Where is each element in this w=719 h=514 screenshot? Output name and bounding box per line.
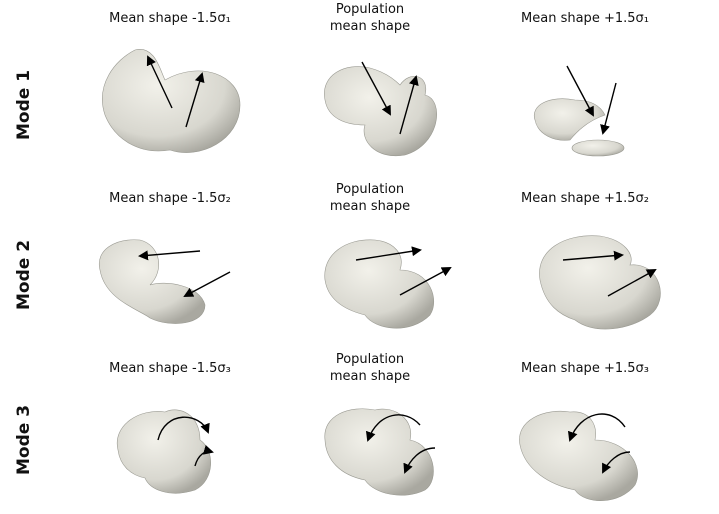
arrow bbox=[600, 82, 617, 135]
row-label: Mode 3 bbox=[14, 405, 34, 475]
shapes bbox=[98, 49, 661, 501]
column-header: mean shape bbox=[330, 369, 410, 384]
column-header: Mean shape +1.5σ₁ bbox=[521, 11, 649, 26]
arrow bbox=[602, 451, 631, 474]
shape bbox=[116, 409, 211, 494]
row-label: Mode 2 bbox=[14, 240, 34, 310]
arrow bbox=[361, 61, 391, 116]
column-header: mean shape bbox=[330, 19, 410, 34]
column-header: Population bbox=[336, 352, 404, 367]
column-header: mean shape bbox=[330, 199, 410, 214]
arrow bbox=[183, 271, 231, 297]
arrow bbox=[403, 447, 436, 474]
column-header: Mean shape -1.5σ₁ bbox=[109, 11, 231, 26]
shape bbox=[519, 410, 638, 501]
column-header: Mean shape -1.5σ₂ bbox=[109, 191, 231, 206]
shape bbox=[539, 235, 661, 330]
arrow bbox=[399, 75, 419, 135]
shape bbox=[102, 49, 241, 153]
column-header: Mean shape +1.5σ₂ bbox=[521, 191, 649, 206]
arrow bbox=[567, 413, 626, 442]
arrow bbox=[355, 246, 422, 261]
arrow bbox=[607, 269, 657, 297]
column-header: Mean shape +1.5σ₃ bbox=[521, 361, 649, 376]
arrow bbox=[365, 414, 421, 442]
shape bbox=[324, 66, 437, 157]
row-label: Mode 1 bbox=[14, 70, 34, 140]
arrow bbox=[146, 55, 173, 109]
arrow bbox=[157, 416, 210, 441]
arrow bbox=[194, 445, 214, 467]
arrow bbox=[185, 72, 205, 128]
labels: Mode 1 Mean shape -1.5σ₁ Population mean sh… bbox=[14, 2, 649, 475]
shape bbox=[324, 239, 435, 329]
shape bbox=[98, 239, 206, 324]
arrow bbox=[566, 65, 594, 117]
arrow bbox=[399, 267, 452, 296]
column-header: Mean shape -1.5σ₃ bbox=[109, 361, 231, 376]
arrow bbox=[562, 250, 624, 261]
column-header: Population bbox=[336, 2, 404, 17]
shape bbox=[571, 139, 625, 157]
arrow bbox=[138, 250, 201, 261]
column-header: Population bbox=[336, 182, 404, 197]
shape bbox=[533, 98, 606, 141]
